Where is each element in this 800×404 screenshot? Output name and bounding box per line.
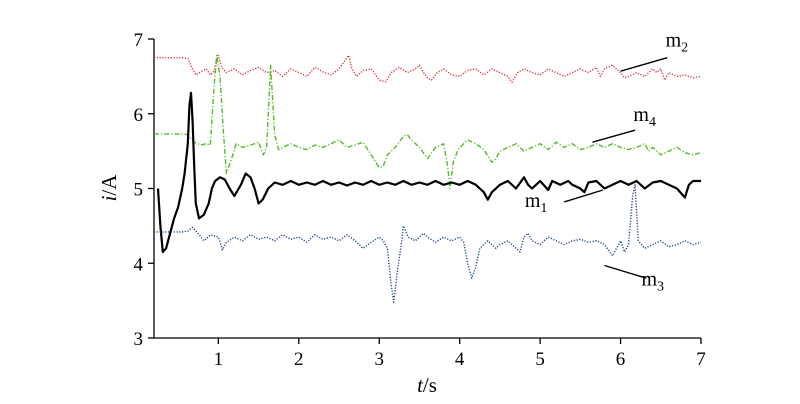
series-line-m4 [154,54,702,190]
x-tick-label: 1 [214,349,224,370]
x-axis-label-unit: /s [423,373,437,397]
series-label-m2: m2 [666,29,689,55]
series-label-m1: m1 [525,190,548,216]
x-tick-label: 2 [294,349,304,370]
leader-line-m4 [592,129,636,143]
leader-line-m1 [564,189,604,203]
ticks: 1 2 3 4 5 6 7 3 4 5 6 7 [134,30,706,370]
y-tick-label: 4 [134,254,144,275]
axes [153,39,701,339]
leader-line-m3 [604,264,647,279]
series-group [154,54,702,303]
x-axis-label-var: t [417,373,424,397]
series-label-m3: m3 [641,269,664,295]
series-line-m1 [156,91,701,254]
y-axis-label-var: i [97,195,121,201]
y-tick-label: 5 [134,180,144,201]
x-tick-label: 7 [696,349,706,370]
series-line-m2 [154,54,702,84]
y-tick-label: 7 [134,30,144,51]
y-axis-label-unit: /A [97,174,121,196]
x-tick-label: 5 [535,349,545,370]
series-label-m4: m4 [633,104,656,130]
series-annotations: m2 m4 m1 m3 [525,29,688,294]
leader-line-m2 [620,57,668,72]
series-line-m3 [154,184,702,303]
y-tick-label: 6 [134,105,144,126]
x-tick-label: 4 [455,349,465,370]
x-tick-label: 6 [616,349,626,370]
x-tick-label: 3 [374,349,384,370]
y-tick-label: 3 [134,329,144,350]
x-axis-label: t/s [417,373,437,397]
y-axis-label: i/A [97,174,121,202]
